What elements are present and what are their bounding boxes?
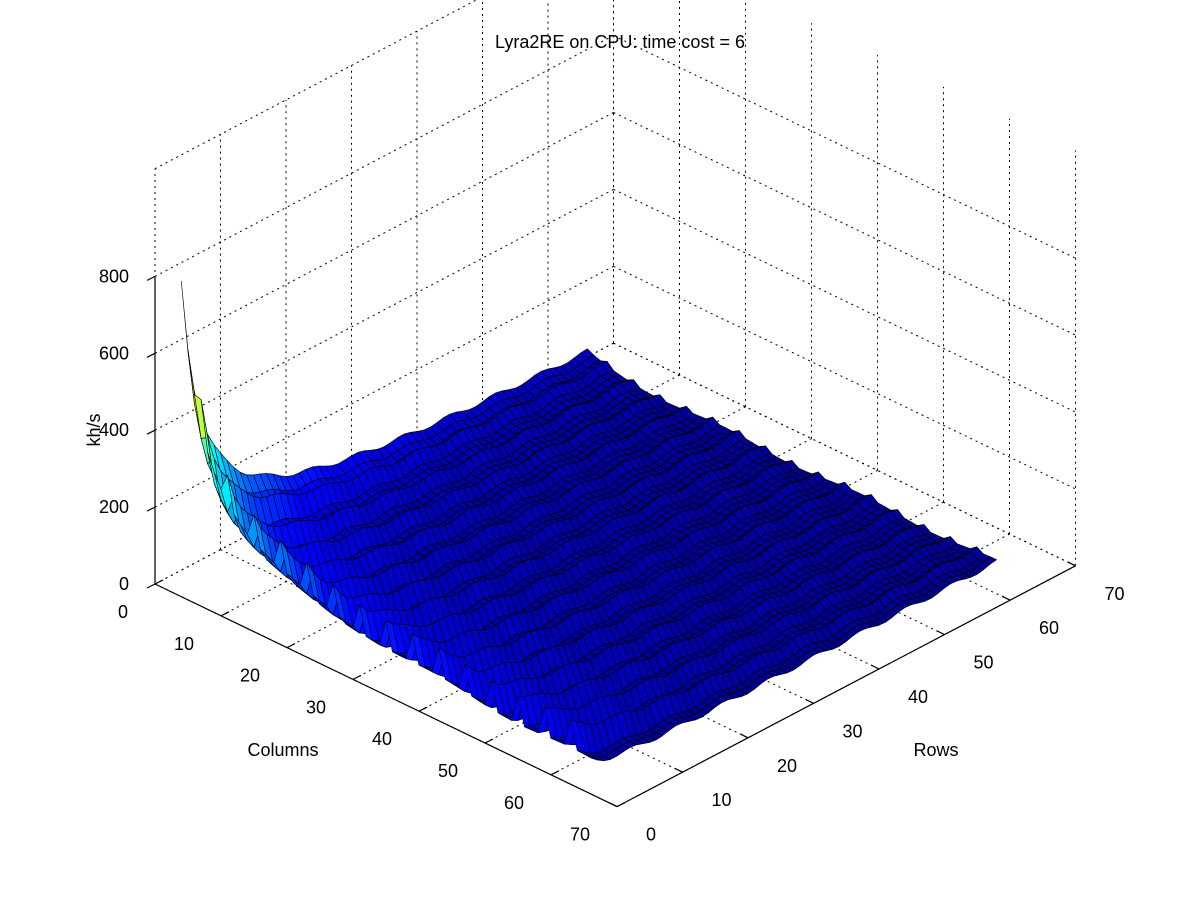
columns-tick-label: 10	[174, 634, 194, 654]
surface-layer	[181, 280, 997, 762]
rows-tick	[870, 664, 880, 670]
columns-tick-label: 60	[504, 793, 524, 813]
wall-gridline	[154, 112, 614, 354]
rows-tick	[1001, 595, 1011, 601]
z-tick	[146, 352, 156, 358]
rows-tick	[1067, 561, 1076, 567]
columns-tick	[286, 643, 296, 649]
columns-tick	[484, 738, 494, 744]
z-tick-label: 0	[119, 574, 129, 594]
columns-tick-label: 20	[240, 666, 260, 686]
columns-tick	[220, 611, 230, 617]
rows-tick-label: 70	[1105, 584, 1125, 604]
columns-axis-label: Columns	[247, 740, 318, 760]
rows-tick-label: 0	[646, 825, 656, 845]
z-tick	[146, 583, 156, 589]
wall-gridline	[613, 342, 1076, 567]
rows-tick	[608, 802, 618, 808]
rows-tick	[739, 733, 749, 739]
columns-tick-label: 70	[570, 825, 590, 845]
rows-tick	[805, 698, 814, 704]
wall-gridline	[154, 265, 614, 508]
z-tick-label: 600	[99, 343, 129, 363]
columns-tick	[550, 770, 560, 776]
z-tick	[146, 429, 156, 435]
chart-title: Lyra2RE on CPU: time cost = 6	[495, 32, 745, 52]
z-tick	[146, 506, 156, 512]
rows-tick	[674, 767, 683, 773]
rows-tick-label: 60	[1039, 618, 1059, 638]
rows-tick-label: 40	[908, 687, 928, 707]
rows-tick-label: 50	[974, 653, 994, 673]
wall-gridline	[613, 188, 1076, 413]
rows-tick-label: 10	[712, 790, 732, 810]
columns-tick	[154, 579, 164, 585]
columns-tick-label: 0	[118, 602, 128, 622]
wall-gridline	[154, 188, 614, 431]
z-tick-label: 200	[99, 497, 129, 517]
columns-tick	[418, 706, 428, 712]
columns-tick-label: 30	[306, 697, 326, 717]
columns-tick	[352, 674, 362, 680]
rows-tick	[936, 630, 945, 636]
z-tick-label: 800	[99, 266, 129, 286]
z-tick	[146, 275, 156, 281]
wall-gridline	[613, 265, 1076, 490]
rows-tick-label: 30	[843, 721, 863, 741]
wall-gridline	[154, 0, 478, 170]
rows-tick-label: 20	[777, 756, 797, 776]
wall-gridline	[154, 35, 614, 277]
columns-tick-label: 40	[372, 729, 392, 749]
wall-gridline	[613, 35, 1076, 259]
rows-axis-label: Rows	[913, 740, 958, 760]
khs-axis-label: kh/s	[84, 413, 104, 446]
columns-tick-label: 50	[438, 761, 458, 781]
wall-gridline	[613, 112, 1076, 336]
